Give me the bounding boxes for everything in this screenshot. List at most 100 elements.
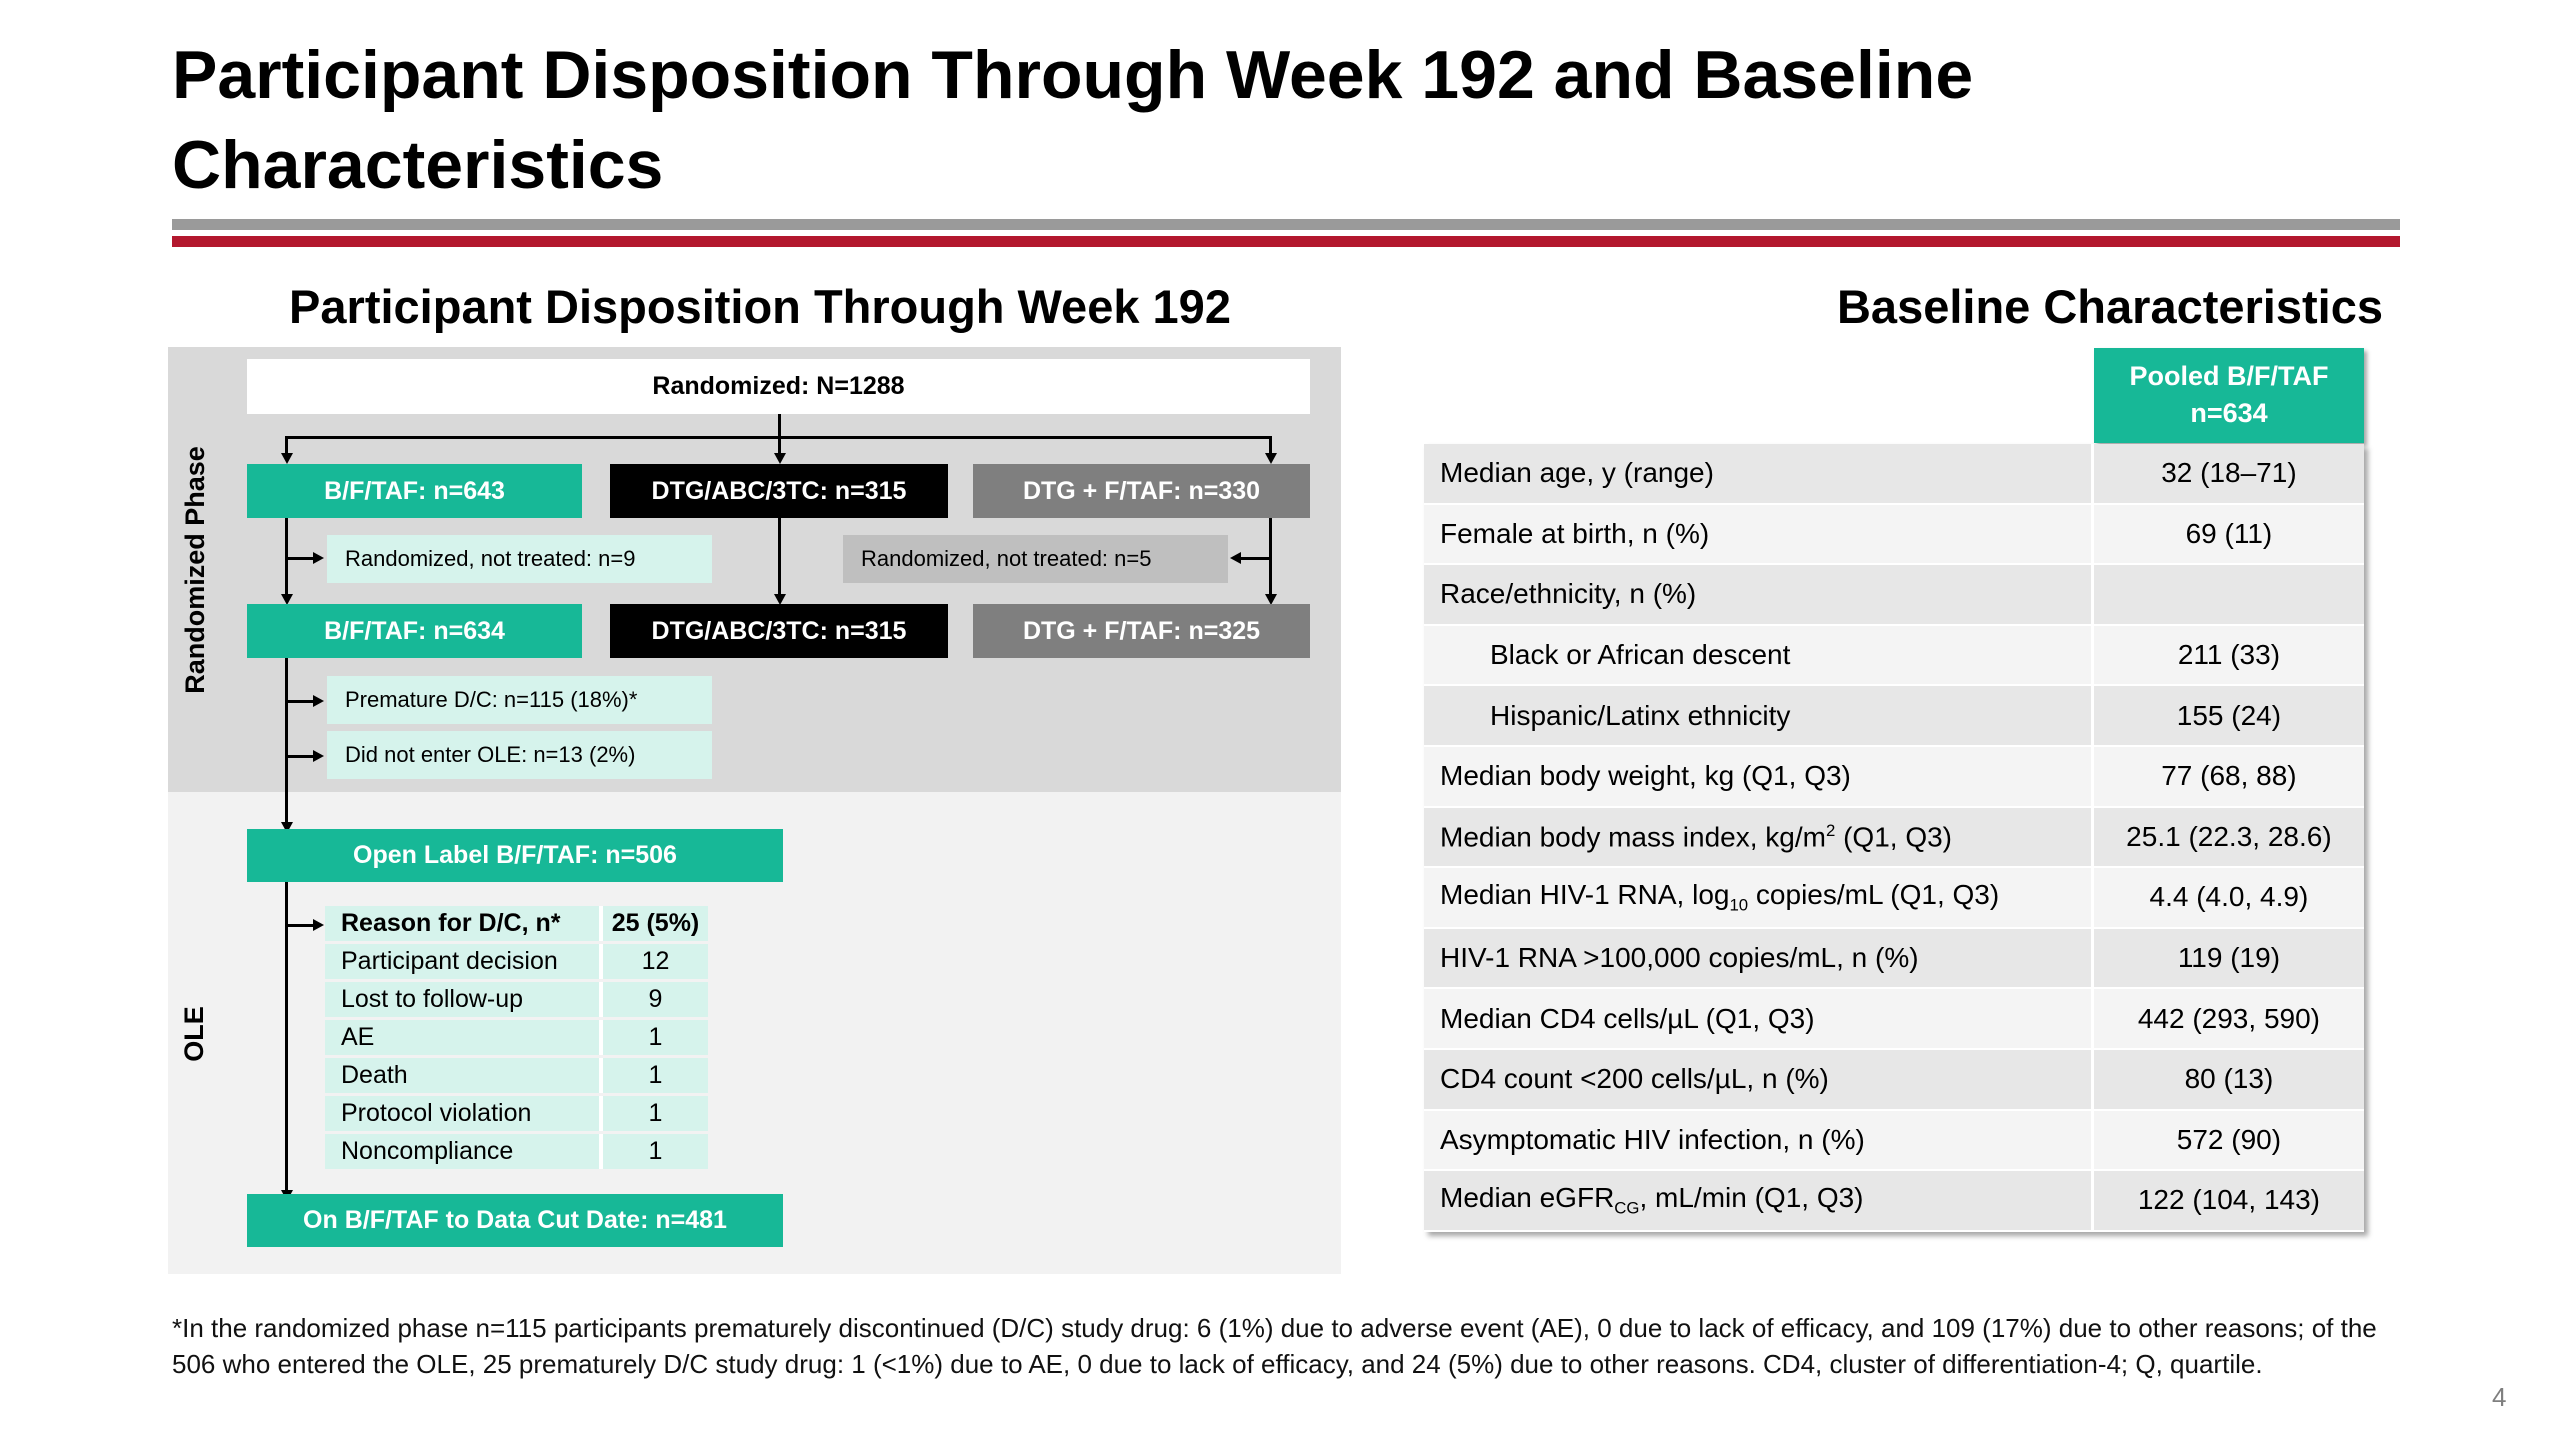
connector-line xyxy=(778,518,781,598)
pooled-header-line1: Pooled B/F/TAF xyxy=(2129,361,2329,391)
row-label: HIV-1 RNA >100,000 copies/mL, n (%) xyxy=(1424,927,2093,990)
table-row: Hispanic/Latinx ethnicity 155 (24) xyxy=(1424,685,2364,747)
table-row: Black or African descent 211 (33) xyxy=(1424,624,2364,687)
reason-label: Noncompliance xyxy=(325,1134,599,1169)
footnote: *In the randomized phase n=115 participa… xyxy=(172,1313,2377,1379)
arm3-randomized-box: DTG + F/TAF: n=330 xyxy=(973,464,1310,518)
page-number: 4 xyxy=(2492,1382,2507,1412)
arrow-down-icon xyxy=(1265,453,1277,464)
disposition-title: Participant Disposition Through Week 192 xyxy=(289,280,1231,333)
row-label-text: , mL/min (Q1, Q3) xyxy=(1639,1182,1864,1214)
arm1-randomized-box: B/F/TAF: n=643 xyxy=(247,464,582,518)
title-rule-gray xyxy=(172,219,2400,230)
row-label-text: copies/mL (Q1, Q3) xyxy=(1748,879,2000,911)
row-value xyxy=(2090,564,2364,626)
table-row: Noncompliance 1 xyxy=(325,1134,708,1169)
row-label: Median age, y (range) xyxy=(1424,444,2093,505)
reason-count: 9 xyxy=(599,982,708,1017)
arrow-down-icon xyxy=(281,453,293,464)
row-label: Hispanic/Latinx ethnicity xyxy=(1424,685,2093,747)
table-row: Asymptomatic HIV infection, n (%) 572 (9… xyxy=(1424,1109,2364,1172)
connector-line xyxy=(1269,518,1272,598)
arrow-right-icon xyxy=(313,919,324,931)
row-label: Median HIV-1 RNA, log10 copies/mL (Q1, Q… xyxy=(1424,867,2093,929)
connector-line xyxy=(285,436,288,458)
row-label-text: Median body mass index, kg/m xyxy=(1440,821,1826,853)
row-value: 572 (90) xyxy=(2090,1109,2364,1172)
connector-line xyxy=(285,436,1272,439)
arm2-randomized-box: DTG/ABC/3TC: n=315 xyxy=(610,464,948,518)
slide-title: Participant Disposition Through Week 192… xyxy=(172,37,1974,203)
connector-line xyxy=(285,700,315,703)
data-cut-box: On B/F/TAF to Data Cut Date: n=481 xyxy=(247,1194,783,1247)
connector-line xyxy=(1269,436,1272,458)
row-label: Female at birth, n (%) xyxy=(1424,503,2093,566)
table-row: Reason for D/C, n* 25 (5%) xyxy=(325,906,708,941)
arm3-not-treated-note: Randomized, not treated: n=5 xyxy=(843,535,1228,583)
connector-line xyxy=(285,755,315,758)
premature-dc-note: Premature D/C: n=115 (18%)* xyxy=(327,676,712,724)
row-label: Asymptomatic HIV infection, n (%) xyxy=(1424,1109,2093,1172)
reason-count: 1 xyxy=(599,1134,708,1169)
baseline-table: Median age, y (range) 32 (18–71) Female … xyxy=(1424,444,2364,1232)
row-label: Median CD4 cells/µL (Q1, Q3) xyxy=(1424,988,2093,1050)
table-row: Median body weight, kg (Q1, Q3) 77 (68, … xyxy=(1424,745,2364,808)
row-value: 80 (13) xyxy=(2090,1048,2364,1111)
arrow-down-icon xyxy=(774,594,786,605)
connector-line xyxy=(1240,557,1270,560)
row-label: CD4 count <200 cells/µL, n (%) xyxy=(1424,1048,2093,1111)
row-value: 32 (18–71) xyxy=(2090,444,2364,505)
dc-reasons-table: Reason for D/C, n* 25 (5%) Participant d… xyxy=(325,903,708,1172)
row-value: 69 (11) xyxy=(2090,503,2364,566)
row-label: Median body mass index, kg/m2 (Q1, Q3) xyxy=(1424,806,2093,869)
reason-count: 12 xyxy=(599,944,708,979)
row-label-sup: 2 xyxy=(1825,820,1836,840)
row-value: 4.4 (4.0, 4.9) xyxy=(2090,867,2364,929)
row-value: 25.1 (22.3, 28.6) xyxy=(2090,806,2364,869)
connector-line xyxy=(778,414,781,436)
arrow-right-icon xyxy=(313,552,324,564)
row-label: Median eGFRCG, mL/min (Q1, Q3) xyxy=(1424,1170,2093,1232)
reason-label: Lost to follow-up xyxy=(325,982,599,1017)
arrow-down-icon xyxy=(281,594,293,605)
row-value: 211 (33) xyxy=(2090,624,2364,687)
reason-label: AE xyxy=(325,1020,599,1055)
arm3-treated-box: DTG + F/TAF: n=325 xyxy=(973,604,1310,658)
row-label: Race/ethnicity, n (%) xyxy=(1424,564,2093,626)
pooled-header-line2: n=634 xyxy=(2190,398,2268,428)
randomized-phase-label: Randomized Phase xyxy=(180,446,210,694)
row-value: 119 (19) xyxy=(2090,927,2364,990)
row-label-text: (Q1, Q3) xyxy=(1835,821,1953,853)
row-value: 442 (293, 590) xyxy=(2090,988,2364,1050)
table-row: Protocol violation 1 xyxy=(325,1096,708,1131)
connector-line xyxy=(285,924,315,927)
row-label: Median body weight, kg (Q1, Q3) xyxy=(1424,745,2093,808)
randomized-total-box: Randomized: N=1288 xyxy=(247,359,1310,414)
reasons-header-value: 25 (5%) xyxy=(599,906,708,941)
table-row: Death 1 xyxy=(325,1058,708,1093)
reason-count: 1 xyxy=(599,1096,708,1131)
connector-line xyxy=(285,658,288,828)
arm1-not-treated-note: Randomized, not treated: n=9 xyxy=(327,535,712,583)
arm2-treated-box: DTG/ABC/3TC: n=315 xyxy=(610,604,948,658)
table-row: HIV-1 RNA >100,000 copies/mL, n (%) 119 … xyxy=(1424,927,2364,990)
pooled-column-header: Pooled B/F/TAF n=634 xyxy=(2094,348,2364,443)
arrow-right-icon xyxy=(313,695,324,707)
arrow-right-icon xyxy=(313,750,324,762)
row-value: 155 (24) xyxy=(2090,685,2364,747)
table-row: Participant decision 12 xyxy=(325,944,708,979)
table-row: Median age, y (range) 32 (18–71) xyxy=(1424,444,2364,505)
arrow-down-icon xyxy=(774,453,786,464)
reasons-header-label: Reason for D/C, n* xyxy=(325,906,599,941)
table-row: Race/ethnicity, n (%) xyxy=(1424,564,2364,626)
open-label-box: Open Label B/F/TAF: n=506 xyxy=(247,829,783,882)
reason-count: 1 xyxy=(599,1058,708,1093)
table-row: CD4 count <200 cells/µL, n (%) 80 (13) xyxy=(1424,1048,2364,1111)
row-label: Black or African descent xyxy=(1424,624,2093,687)
connector-line xyxy=(285,557,315,560)
row-label-text: Median HIV-1 RNA, log xyxy=(1440,879,1730,911)
table-row: Median CD4 cells/µL (Q1, Q3) 442 (293, 5… xyxy=(1424,988,2364,1050)
reason-label: Participant decision xyxy=(325,944,599,979)
row-label-sub: 10 xyxy=(1729,895,1749,915)
reason-label: Protocol violation xyxy=(325,1096,599,1131)
